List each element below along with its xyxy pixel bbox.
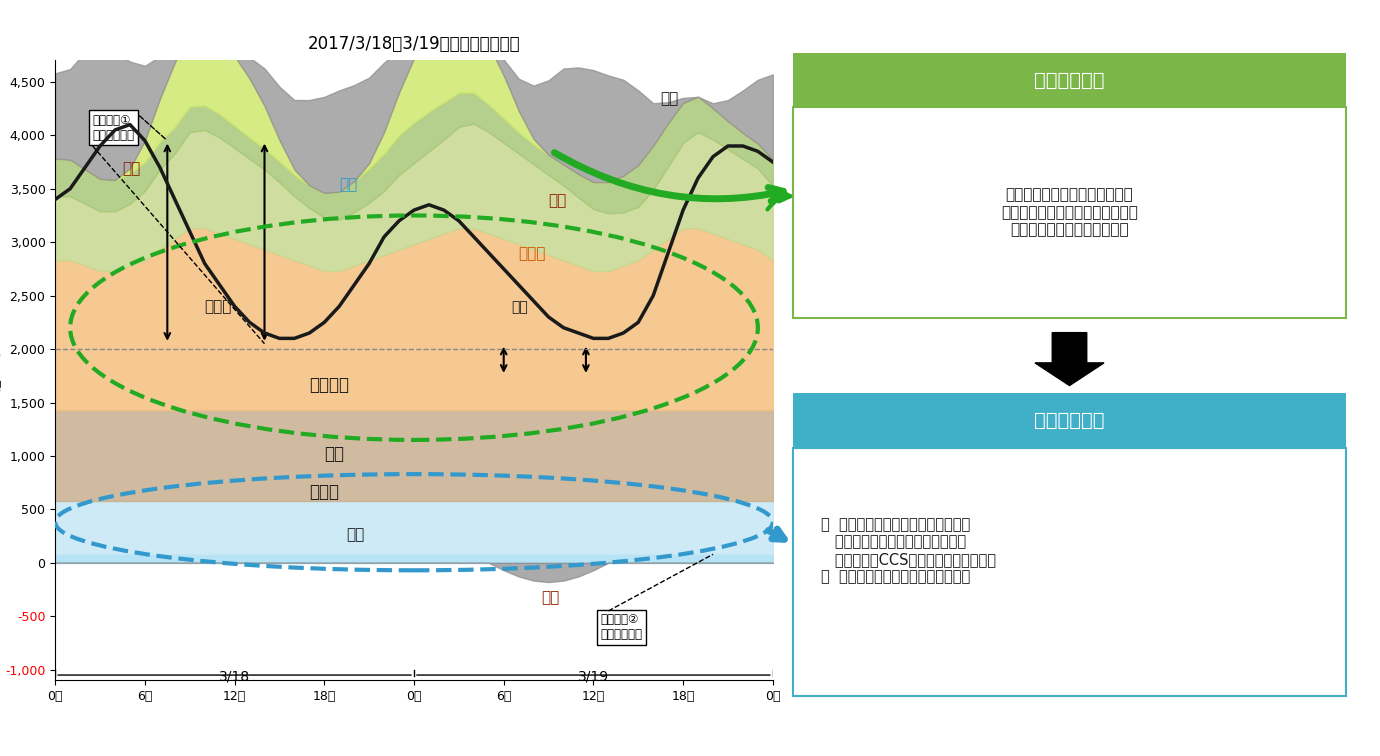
Text: 調整断面②
（下げ方向）: 調整断面② （下げ方向） xyxy=(600,613,643,641)
Text: 3/19: 3/19 xyxy=(578,670,609,683)
FancyBboxPatch shape xyxy=(793,393,1346,448)
Text: 水力: 水力 xyxy=(346,528,364,542)
Text: 風力: 風力 xyxy=(511,301,529,314)
Text: 太陽光: 太陽光 xyxy=(519,246,546,262)
Text: 需要: 需要 xyxy=(661,91,679,107)
Text: 輸入: 輸入 xyxy=(548,193,567,208)
Text: 輸出: 輸出 xyxy=(541,590,559,606)
FancyArrow shape xyxy=(1035,333,1104,386)
Text: 3/18: 3/18 xyxy=(219,670,250,683)
FancyArrowPatch shape xyxy=(555,153,784,201)
Text: 原子力: 原子力 xyxy=(309,482,339,500)
FancyBboxPatch shape xyxy=(793,53,1346,107)
FancyBboxPatch shape xyxy=(793,107,1346,318)
Title: 2017/3/18～3/19の英国の電力需給: 2017/3/18～3/19の英国の電力需給 xyxy=(308,36,520,54)
Text: 脱炭素化技術: 脱炭素化技術 xyxy=(1034,411,1105,430)
Text: 天然ガス: 天然ガス xyxy=(309,376,349,394)
Text: ・  各低炭素化技術を組合わせ、調整
   電源含めて脱炭素化を実現（蓄電
   池、水素、CCS、メタネーション）。
・  安定再エネ（水力等）、原子力。: ・ 各低炭素化技術を組合わせ、調整 電源含めて脱炭素化を実現（蓄電 池、水素、C… xyxy=(821,517,996,584)
Text: 変動再エネ（風力・太陽光）は
調整電源として既存火力発電必要
（変動再エネ、火力発電）。: 変動再エネ（風力・太陽光）は 調整電源として既存火力発電必要 （変動再エネ、火力… xyxy=(1000,187,1138,237)
Text: 揚水: 揚水 xyxy=(339,177,357,192)
Text: 石油等: 石油等 xyxy=(204,299,232,314)
Text: 輸入: 輸入 xyxy=(123,161,141,175)
Text: 調整断面①
（上げ方向）: 調整断面① （上げ方向） xyxy=(92,114,135,142)
FancyArrowPatch shape xyxy=(767,191,791,209)
FancyBboxPatch shape xyxy=(793,448,1346,696)
Text: 低炭素化技術: 低炭素化技術 xyxy=(1034,70,1105,90)
FancyArrowPatch shape xyxy=(769,529,784,539)
Text: 石炭: 石炭 xyxy=(324,445,344,463)
